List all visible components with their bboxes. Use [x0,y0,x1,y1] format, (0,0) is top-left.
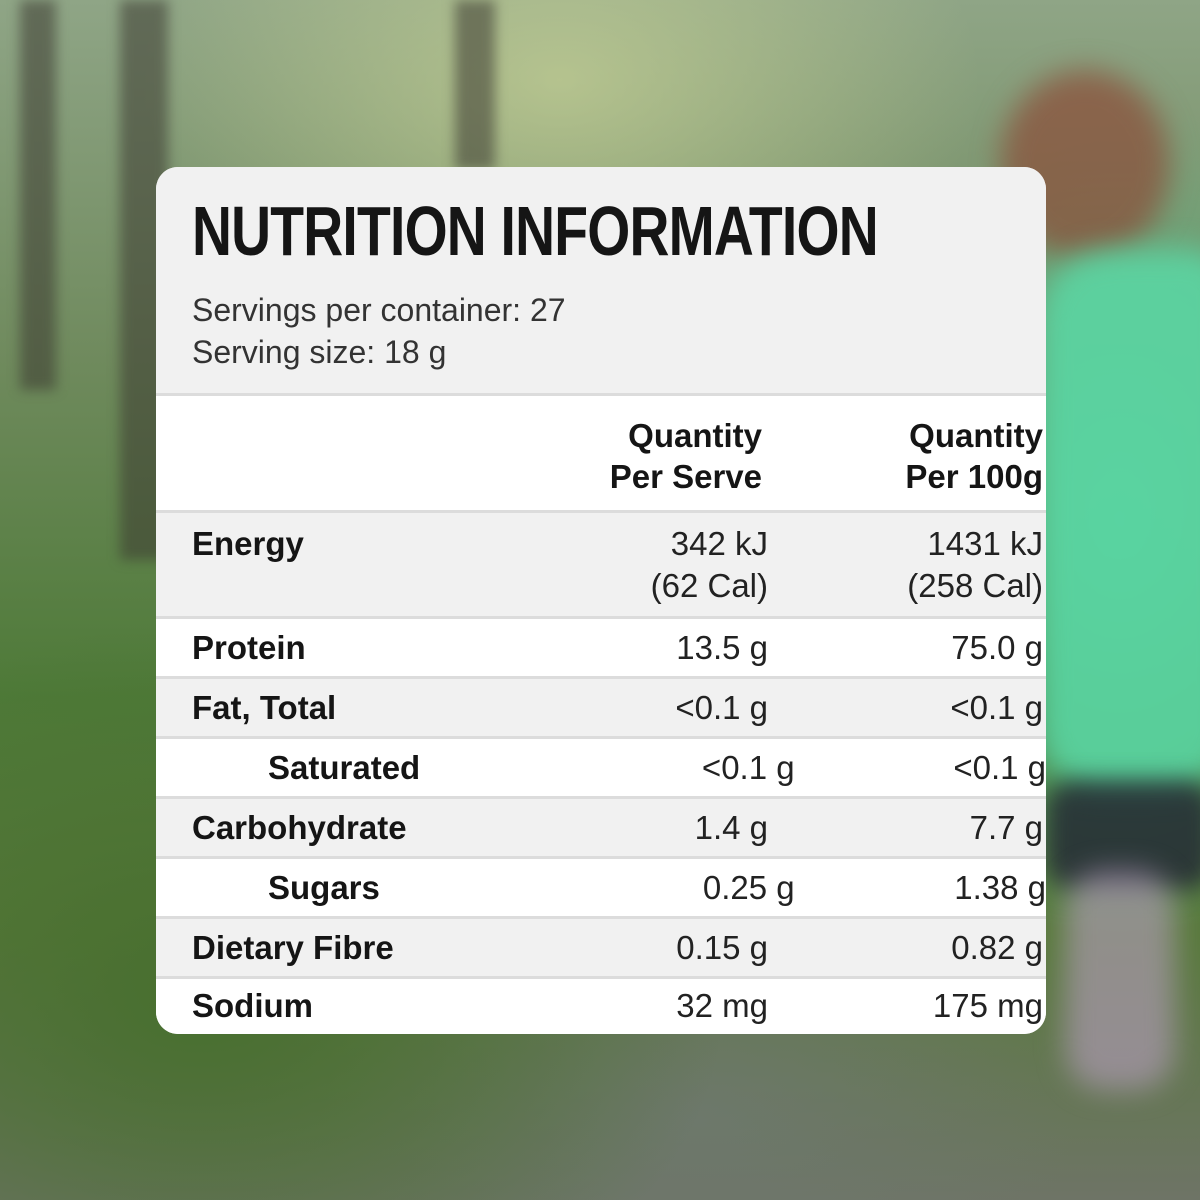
table-row-sodium: Sodium 32 mg 175 mg [156,979,1046,1034]
table-row-dietary-fibre: Dietary Fibre 0.15 g 0.82 g [156,919,1046,976]
per-serve-value: 342 kJ (62 Cal) [650,525,768,604]
nutrient-name: Fat, Total [192,689,337,726]
runner-leg [1065,870,1175,1090]
nutrient-name: Dietary Fibre [192,929,394,966]
divider [156,393,1046,396]
nutrient-name: Carbohydrate [192,809,407,846]
divider [156,916,1046,919]
nutrient-name: Protein [192,629,306,666]
nutrient-name: Sodium [192,987,313,1024]
serving-info: Servings per container: 27 Serving size:… [192,289,1010,373]
per-100g-value: 7.7 g [969,809,1043,846]
table-row-protein: Protein 13.5 g 75.0 g [156,619,1046,676]
nutrient-name: Saturated [268,749,421,786]
divider [156,856,1046,859]
divider [156,616,1046,619]
nutrient-name: Sugars [268,869,380,906]
nutrition-panel: NUTRITION INFORMATION Servings per conta… [156,167,1046,1034]
runner-top [1040,250,1200,790]
column-header-row: Quantity Per Serve Quantity Per 100g [156,396,1046,510]
table-row-fat-total: Fat, Total <0.1 g <0.1 g [156,679,1046,736]
divider [156,676,1046,679]
serving-size: Serving size: 18 g [192,334,447,370]
divider [156,796,1046,799]
per-serve-value: 13.5 g [676,629,768,666]
column-header-per-serve: Quantity Per Serve [609,417,762,495]
per-100g-value: 1431 kJ (258 Cal) [907,525,1043,604]
per-serve-value: 0.15 g [676,929,768,966]
per-100g-value: 75.0 g [951,629,1043,666]
divider [156,510,1046,513]
per-serve-value: 32 mg [676,987,768,1024]
per-100g-value: 175 mg [932,987,1043,1024]
divider [156,976,1046,979]
per-100g-value: 1.38 g [954,869,1046,906]
divider [156,736,1046,739]
table-row-energy: Energy 342 kJ (62 Cal) 1431 kJ (258 Cal) [156,513,1046,616]
table-row-carbohydrate: Carbohydrate 1.4 g 7.7 g [156,799,1046,856]
table-row-saturated: Saturated <0.1 g <0.1 g [156,739,1046,796]
tree-trunk [20,0,56,390]
per-100g-value: 0.82 g [951,929,1043,966]
table-row-sugars: Sugars 0.25 g 1.38 g [156,859,1046,916]
tree-trunk [455,0,495,170]
column-header-per-100g: Quantity Per 100g [905,417,1043,495]
panel-header: NUTRITION INFORMATION Servings per conta… [156,167,1046,393]
nutrient-name: Energy [192,525,304,562]
servings-per-container: Servings per container: 27 [192,292,566,328]
per-serve-value: 1.4 g [694,809,768,846]
per-serve-value: <0.1 g [675,689,768,726]
panel-title: NUTRITION INFORMATION [192,192,879,270]
per-serve-value: 0.25 g [702,869,795,906]
per-100g-value: <0.1 g [950,689,1043,726]
per-100g-value: <0.1 g [953,749,1046,786]
per-serve-value: <0.1 g [701,749,795,786]
